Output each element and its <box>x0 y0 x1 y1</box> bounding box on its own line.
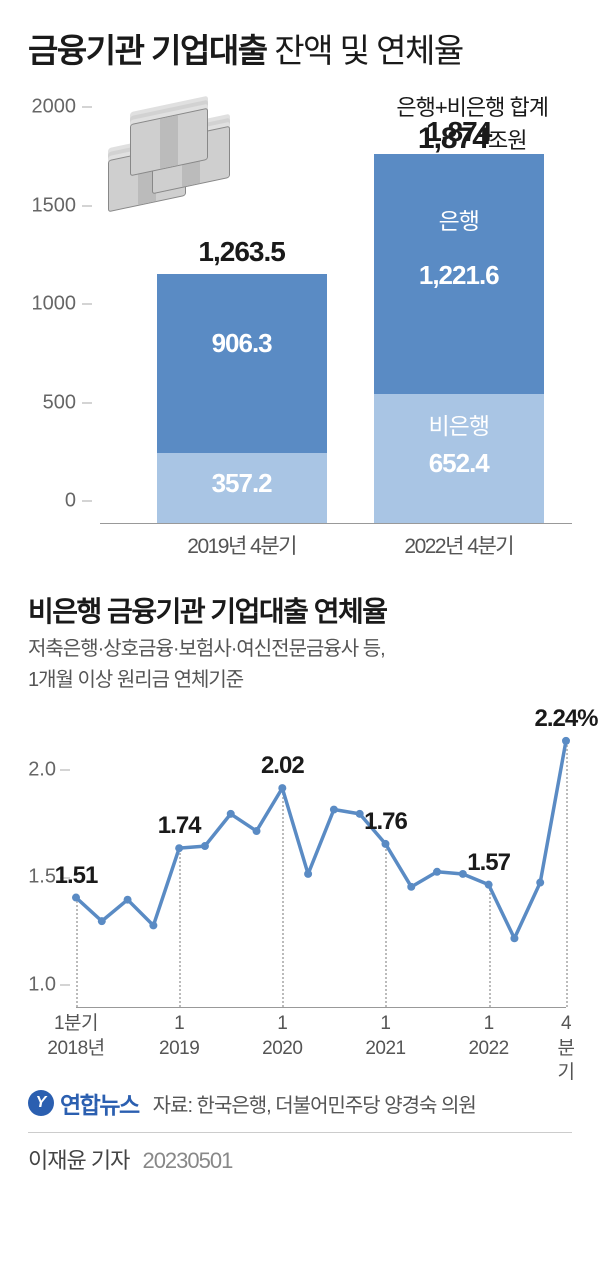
line-marker <box>485 881 493 889</box>
bar-x-axis: 2019년 4분기 2022년 4분기 <box>100 528 572 560</box>
bar-seg-nonbank: 비은행 652.4 <box>374 394 544 523</box>
line-marker <box>459 870 467 878</box>
footer-row: Y 연합뉴스 자료: 한국은행, 더불어민주당 양경숙 의원 <box>28 1072 572 1133</box>
line-chart-subtitle-2: 1개월 이상 원리금 연체기준 <box>28 667 572 694</box>
bar: 1,874비은행652.4은행1,221.6 <box>374 154 544 523</box>
line-marker <box>330 806 338 814</box>
bar-y-tick: 1000 <box>32 293 93 316</box>
line-marker <box>98 917 106 925</box>
line-point-label: 1.74 <box>158 812 201 840</box>
line-point-label: 1.51 <box>55 862 98 890</box>
line-marker <box>124 896 132 904</box>
line-marker <box>356 810 364 818</box>
logo-text: 연합뉴스 <box>60 1086 139 1120</box>
line-chart: 1.01.52.0 1.511.742.021.761.572.24% 1분기2… <box>28 698 572 1068</box>
source-logo: Y 연합뉴스 <box>28 1086 139 1120</box>
data-source: 자료: 한국은행, 더불어민주당 양경숙 의원 <box>153 1089 476 1118</box>
line-y-tick: 2.0 <box>28 758 70 781</box>
bar-chart: 은행+비은행 합계 1,874조원 0500100015002000 1,263… <box>28 90 572 560</box>
line-marker <box>201 842 209 850</box>
bar-x-label: 2022년 4분기 <box>374 530 544 560</box>
line-point-label: 2.02 <box>261 752 304 780</box>
line-marker <box>175 844 183 852</box>
bar-seg-nonbank: 357.2 <box>157 453 327 523</box>
line-marker <box>510 934 518 942</box>
line-chart-title: 비은행 금융기관 기업대출 연체율 <box>28 590 572 630</box>
line-y-tick: 1.0 <box>28 974 70 997</box>
line-plot-area: 1.511.742.021.761.572.24% <box>76 728 566 1008</box>
line-marker <box>278 784 286 792</box>
line-x-label: 12020 <box>262 1012 302 1061</box>
line-x-label: 4분기 <box>558 1012 575 1086</box>
bar-y-tick: 500 <box>43 391 92 414</box>
line-path <box>76 741 566 938</box>
line-x-label: 12021 <box>365 1012 405 1061</box>
byline: 이재윤 기자 20230501 <box>28 1133 572 1175</box>
bar-total: 1,874 <box>374 116 544 148</box>
reporter-name: 이재윤 기자 <box>28 1148 129 1173</box>
bar-y-tick: 1500 <box>32 194 93 217</box>
bar-series-label-bank: 은행 <box>374 202 544 236</box>
line-marker <box>149 921 157 929</box>
publish-date: 20230501 <box>142 1148 232 1173</box>
bar-seg-bank: 906.3 <box>157 274 327 453</box>
bar-plot-area: 1,263.5357.2906.31,874비은행652.4은행1,221.6 <box>100 130 572 524</box>
line-marker <box>536 879 544 887</box>
line-x-axis: 1분기2018년120191202012021120224분기 <box>76 1012 566 1068</box>
bar-total: 1,263.5 <box>157 236 327 268</box>
bar-series-label-nonbank: 비은행 <box>374 407 544 441</box>
bar: 1,263.5357.2906.3 <box>157 274 327 523</box>
main-title: 금융기관 기업대출 잔액 및 연체율 <box>28 24 572 72</box>
bar-value-nonbank: 652.4 <box>374 448 544 479</box>
bar-x-label: 2019년 4분기 <box>157 530 327 560</box>
logo-badge-icon: Y <box>28 1090 54 1116</box>
line-marker <box>562 737 570 745</box>
bar-y-tick: 0 <box>65 490 92 513</box>
line-point-label: 1.57 <box>467 849 510 877</box>
line-marker <box>407 883 415 891</box>
bar-y-tick: 2000 <box>32 96 93 119</box>
bar-seg-bank: 은행 1,221.6 <box>374 154 544 395</box>
main-title-rest: 잔액 및 연체율 <box>267 32 463 69</box>
line-x-label: 12022 <box>468 1012 508 1061</box>
line-point-label: 1.76 <box>364 808 407 836</box>
line-marker <box>381 840 389 848</box>
line-marker <box>227 810 235 818</box>
main-title-bold: 금융기관 기업대출 <box>28 32 267 69</box>
line-marker <box>304 870 312 878</box>
line-point-label: 2.24% <box>534 705 597 733</box>
bar-value-bank: 906.3 <box>157 328 327 359</box>
line-marker <box>72 894 80 902</box>
line-vline <box>566 741 568 1007</box>
line-x-label: 1분기2018년 <box>47 1012 104 1061</box>
line-chart-subtitle-1: 저축은행·상호금융·보험사·여신전문금융사 등, <box>28 636 572 663</box>
line-x-label: 12019 <box>159 1012 199 1061</box>
line-marker <box>433 868 441 876</box>
bar-y-axis: 0500100015002000 <box>28 130 92 524</box>
line-marker <box>253 827 261 835</box>
bar-value-bank: 1,221.6 <box>374 260 544 291</box>
bar-value-nonbank: 357.2 <box>157 468 327 499</box>
